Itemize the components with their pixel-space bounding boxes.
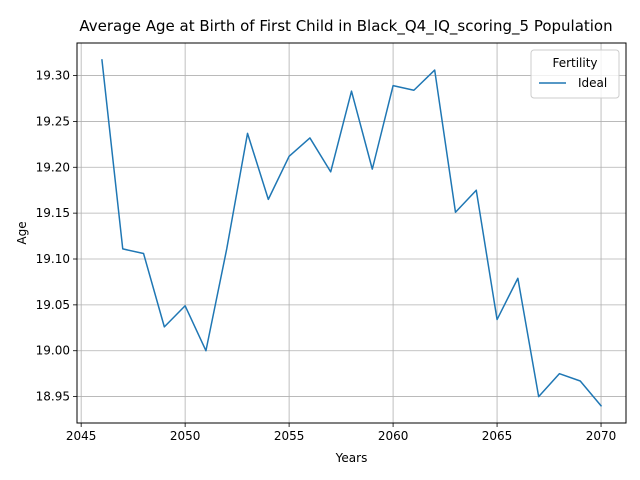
data-point — [496, 318, 498, 320]
x-axis: 2045 2050 2055 2060 2065 2070 — [66, 423, 616, 443]
data-point — [101, 59, 103, 61]
x-tick-label: 2045 — [66, 429, 97, 443]
legend: Fertility Ideal — [530, 49, 620, 99]
x-tick-label: 2050 — [170, 429, 201, 443]
legend-box — [530, 49, 620, 99]
series-layer — [101, 59, 603, 407]
y-axis-label: Age — [15, 221, 29, 244]
data-point — [205, 350, 207, 352]
data-point — [226, 248, 228, 250]
data-point — [246, 132, 248, 134]
series-line-ideal — [101, 59, 603, 407]
x-tick-label: 2055 — [274, 429, 305, 443]
grid — [77, 43, 626, 423]
data-point — [371, 168, 373, 170]
data-point — [163, 326, 165, 328]
data-point — [267, 198, 269, 200]
data-point — [142, 252, 144, 254]
data-point — [558, 372, 560, 374]
data-point — [122, 248, 124, 250]
data-point — [433, 69, 435, 71]
chart-title: Average Age at Birth of First Child in B… — [79, 17, 612, 36]
data-point — [537, 395, 539, 397]
x-tick-label: 2070 — [586, 429, 617, 443]
x-axis-label: Years — [335, 451, 368, 465]
y-tick-label: 19.15 — [36, 206, 70, 220]
data-point — [413, 89, 415, 91]
y-tick-label: 19.10 — [36, 252, 70, 266]
data-point — [309, 137, 311, 139]
y-tick-label: 19.00 — [36, 344, 70, 358]
data-point — [330, 171, 332, 173]
data-point — [184, 305, 186, 307]
data-point — [579, 380, 581, 382]
data-point — [600, 405, 602, 407]
y-tick-label: 19.30 — [36, 69, 70, 83]
y-tick-label: 19.05 — [36, 298, 70, 312]
data-point — [454, 211, 456, 213]
y-tick-label: 18.95 — [36, 390, 70, 404]
y-tick-label: 19.20 — [36, 160, 70, 174]
legend-label-ideal: Ideal — [578, 76, 607, 90]
legend-title: Fertility — [552, 56, 597, 70]
data-point — [350, 90, 352, 92]
x-tick-label: 2065 — [482, 429, 513, 443]
y-tick-label: 19.25 — [36, 114, 70, 128]
x-tick-label: 2060 — [378, 429, 409, 443]
data-point — [392, 84, 394, 86]
y-axis: 18.95 19.00 19.05 19.10 19.15 19.20 19.25 19.30 — [36, 69, 77, 404]
plot-frame — [76, 42, 627, 424]
data-point — [517, 277, 519, 279]
data-point — [288, 155, 290, 157]
data-point — [475, 189, 477, 191]
